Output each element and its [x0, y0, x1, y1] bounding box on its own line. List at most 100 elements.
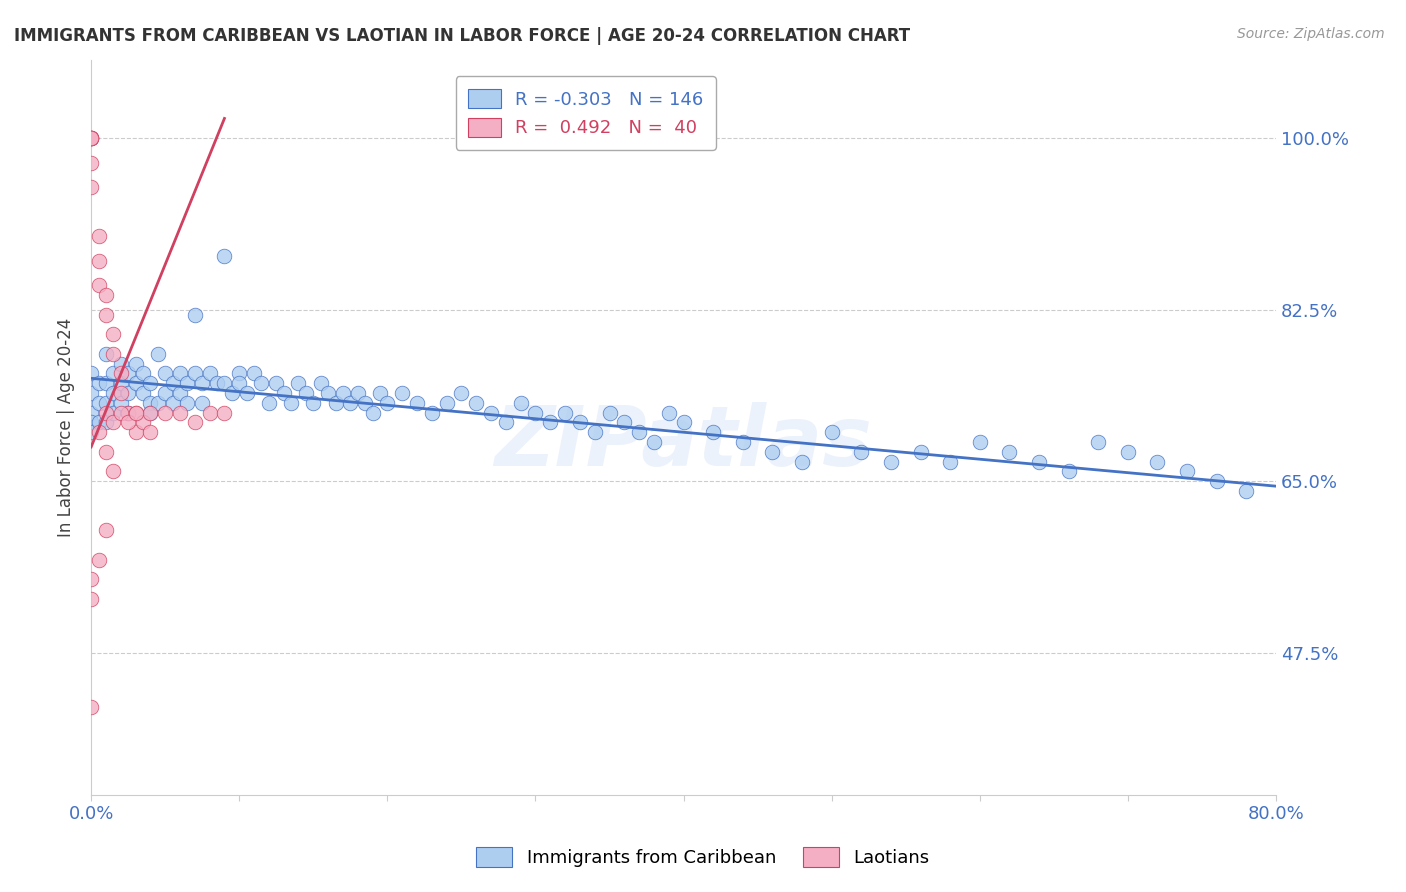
Point: [80, 416, 103, 430]
Point: [153, 386, 176, 401]
Point: [153, 406, 176, 420]
Point: [939, 455, 962, 469]
Point: [103, 367, 125, 381]
Text: IMMIGRANTS FROM CARIBBEAN VS LAOTIAN IN LABOR FORCE | AGE 20-24 CORRELATION CHAR: IMMIGRANTS FROM CARIBBEAN VS LAOTIAN IN …: [14, 27, 910, 45]
Point: [257, 396, 280, 410]
Point: [110, 367, 132, 381]
Point: [124, 376, 146, 391]
Point: [538, 416, 561, 430]
Point: [103, 416, 125, 430]
Point: [80, 131, 103, 145]
Point: [162, 396, 184, 410]
Point: [94, 308, 117, 322]
Point: [80, 425, 103, 440]
Point: [87, 425, 110, 440]
Point: [117, 406, 139, 420]
Point: [228, 367, 250, 381]
Point: [103, 386, 125, 401]
Point: [368, 386, 391, 401]
Point: [110, 406, 132, 420]
Point: [103, 347, 125, 361]
Point: [124, 406, 146, 420]
Point: [243, 367, 266, 381]
Point: [80, 386, 103, 401]
Point: [316, 386, 339, 401]
Point: [132, 416, 155, 430]
Point: [214, 406, 236, 420]
Point: [628, 425, 651, 440]
Point: [184, 308, 207, 322]
Point: [80, 572, 103, 586]
Point: [509, 396, 531, 410]
Point: [479, 406, 502, 420]
Point: [146, 396, 169, 410]
Point: [117, 416, 139, 430]
Point: [110, 357, 132, 371]
Point: [391, 386, 413, 401]
Point: [139, 406, 162, 420]
Point: [80, 131, 103, 145]
Point: [205, 376, 228, 391]
Point: [87, 376, 110, 391]
Point: [94, 376, 117, 391]
Point: [103, 465, 125, 479]
Point: [1087, 435, 1109, 450]
Point: [124, 357, 146, 371]
Point: [325, 396, 347, 410]
Point: [1028, 455, 1050, 469]
Point: [94, 406, 117, 420]
Point: [495, 416, 517, 430]
Point: [346, 386, 368, 401]
Point: [80, 699, 103, 714]
Point: [94, 288, 117, 302]
Point: [702, 425, 724, 440]
Point: [554, 406, 576, 420]
Point: [221, 386, 243, 401]
Point: [169, 386, 191, 401]
Point: [1146, 455, 1168, 469]
Point: [821, 425, 844, 440]
Point: [969, 435, 991, 450]
Point: [613, 416, 636, 430]
Point: [191, 376, 214, 391]
Point: [354, 396, 377, 410]
Point: [339, 396, 361, 410]
Point: [1057, 465, 1080, 479]
Point: [302, 396, 325, 410]
Point: [117, 406, 139, 420]
Point: [198, 367, 221, 381]
Point: [450, 386, 472, 401]
Text: Source: ZipAtlas.com: Source: ZipAtlas.com: [1237, 27, 1385, 41]
Point: [583, 425, 606, 440]
Point: [1116, 445, 1139, 459]
Point: [87, 229, 110, 244]
Point: [643, 435, 665, 450]
Point: [280, 396, 302, 410]
Point: [309, 376, 332, 391]
Point: [420, 406, 443, 420]
Point: [1234, 484, 1257, 499]
Point: [153, 367, 176, 381]
Point: [87, 278, 110, 293]
Point: [169, 367, 191, 381]
Point: [998, 445, 1021, 459]
Point: [198, 406, 221, 420]
Point: [110, 376, 132, 391]
Point: [658, 406, 681, 420]
Point: [1175, 465, 1198, 479]
Point: [132, 367, 155, 381]
Point: [250, 376, 273, 391]
Point: [139, 396, 162, 410]
Point: [80, 155, 103, 169]
Point: [146, 347, 169, 361]
Point: [80, 131, 103, 145]
Point: [436, 396, 458, 410]
Point: [94, 396, 117, 410]
Point: [110, 386, 132, 401]
Point: [287, 376, 309, 391]
Point: [790, 455, 813, 469]
Point: [103, 406, 125, 420]
Legend: Immigrants from Caribbean, Laotians: Immigrants from Caribbean, Laotians: [470, 839, 936, 874]
Point: [94, 347, 117, 361]
Point: [103, 327, 125, 342]
